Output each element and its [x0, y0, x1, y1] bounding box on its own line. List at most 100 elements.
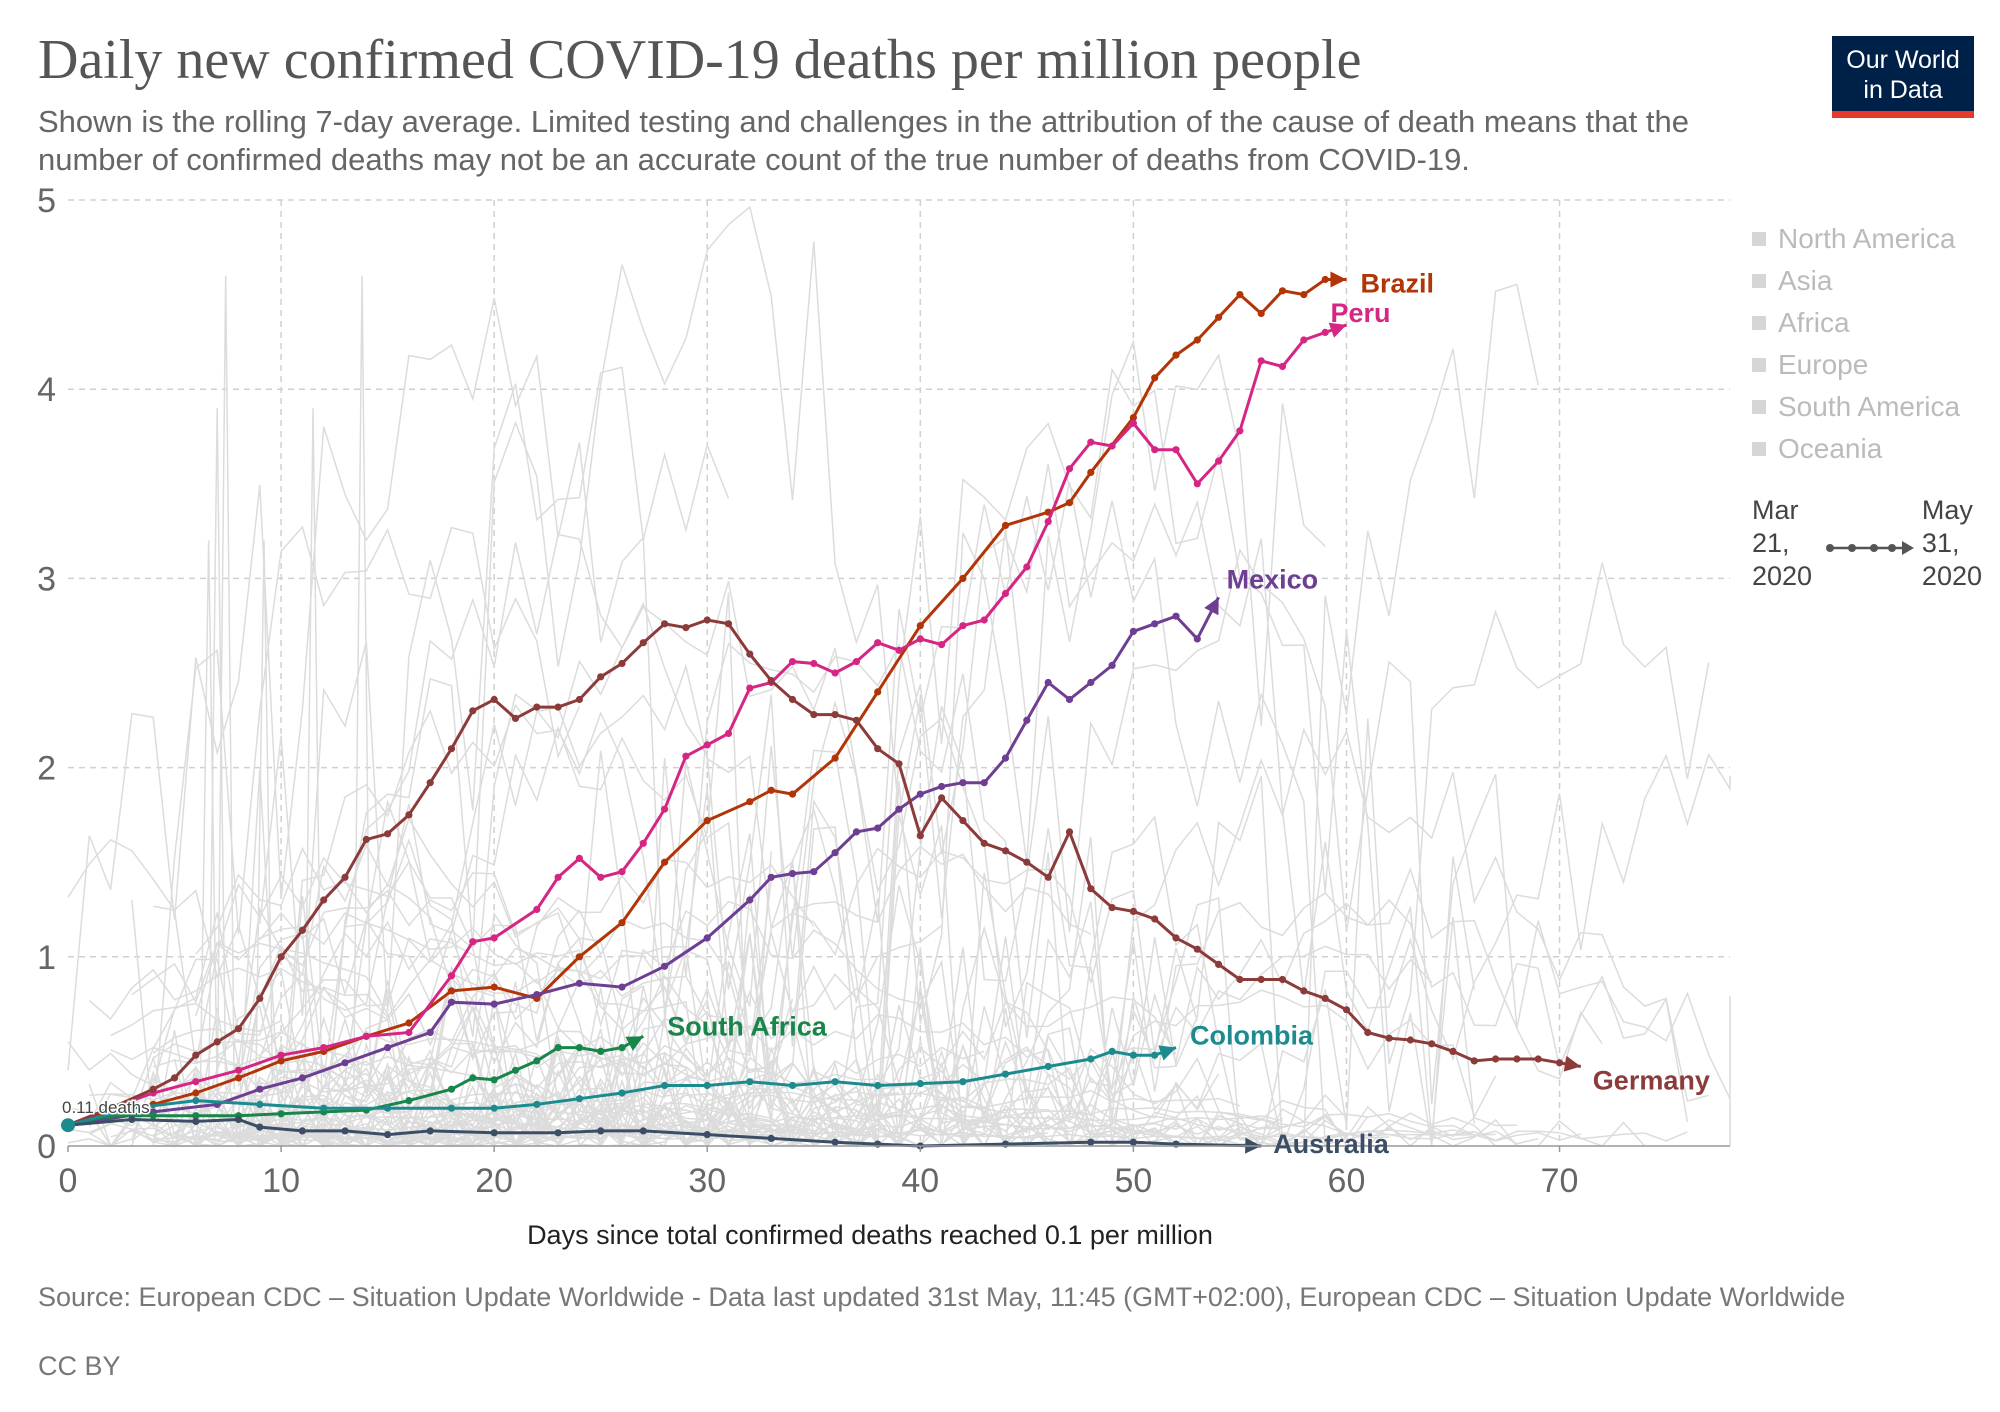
data-point	[341, 1127, 349, 1135]
data-point	[192, 1117, 200, 1125]
data-point	[1065, 828, 1074, 836]
y-tick-label: 5	[37, 182, 56, 220]
data-point	[575, 695, 584, 704]
data-point	[234, 1066, 243, 1074]
data-point	[1449, 1047, 1457, 1055]
data-point	[618, 919, 626, 927]
data-point	[959, 574, 967, 583]
data-point	[597, 1047, 605, 1055]
data-point	[874, 745, 882, 753]
legend-label: North America	[1778, 223, 1956, 254]
data-point	[533, 991, 541, 999]
data-point	[1278, 287, 1287, 295]
data-point	[703, 817, 711, 825]
y-tick-label: 1	[37, 939, 56, 977]
data-point	[405, 1097, 413, 1105]
start-year: 2020	[1752, 561, 1813, 591]
data-point	[1151, 1051, 1159, 1059]
data-point	[682, 752, 690, 760]
data-point	[575, 854, 584, 863]
background-series-line	[259, 968, 794, 1147]
data-point	[384, 1104, 392, 1112]
data-point	[767, 677, 775, 685]
legend-label: South America	[1778, 391, 1961, 422]
data-point	[810, 659, 818, 668]
data-point	[1257, 309, 1265, 318]
highlighted-series	[64, 271, 1582, 1154]
data-point	[128, 1104, 136, 1112]
data-point	[469, 938, 477, 946]
data-point	[1065, 695, 1074, 704]
data-point	[597, 673, 605, 681]
background-series-line	[131, 1023, 793, 1148]
data-point	[767, 873, 775, 881]
legend-swatch	[1752, 274, 1766, 288]
data-point	[575, 1044, 584, 1052]
legend-item[interactable]: Oceania	[1752, 428, 1960, 470]
background-series-line	[303, 408, 323, 1109]
data-point	[277, 1110, 285, 1118]
background-series-line	[88, 580, 1177, 1149]
data-point	[661, 858, 669, 866]
series-colombia	[64, 1045, 1177, 1129]
legend-item[interactable]: Europe	[1752, 344, 1960, 386]
data-point	[1065, 465, 1074, 473]
data-point	[938, 641, 946, 649]
data-point	[874, 639, 882, 647]
background-series-line	[195, 1046, 1539, 1146]
background-series-line	[237, 533, 1135, 1147]
data-point	[767, 786, 775, 794]
data-point	[831, 849, 839, 857]
owid-logo[interactable]: Our World in Data	[1832, 36, 1974, 118]
y-tick-label: 0	[37, 1128, 56, 1166]
background-series-line	[207, 408, 227, 1109]
data-point	[1513, 1055, 1521, 1063]
data-point	[192, 1051, 200, 1059]
data-point	[1215, 960, 1223, 969]
data-point	[149, 1112, 157, 1120]
data-point	[447, 1104, 456, 1112]
data-point	[618, 1044, 626, 1052]
data-point	[1300, 336, 1308, 344]
legend-item[interactable]: Africa	[1752, 302, 1960, 344]
background-series-line	[67, 989, 1497, 1148]
background-series-line	[199, 540, 218, 1109]
start-month: Mar	[1752, 495, 1799, 525]
data-point	[128, 1115, 136, 1124]
data-point	[1129, 414, 1137, 422]
data-point	[618, 1089, 626, 1097]
data-point	[916, 635, 924, 643]
background-series-line	[237, 725, 1092, 1142]
data-point	[874, 688, 882, 696]
legend-item[interactable]: Asia	[1752, 260, 1960, 302]
data-point	[895, 646, 903, 654]
data-point	[618, 983, 626, 991]
data-point	[597, 873, 605, 881]
data-point	[298, 926, 306, 934]
background-series-line	[237, 205, 1028, 1147]
timeline-end-date: May 31, 2020	[1922, 494, 1982, 593]
series-end-arrow	[625, 1036, 644, 1051]
data-point	[447, 998, 456, 1006]
data-point	[852, 658, 861, 666]
legend-item[interactable]: South America	[1752, 386, 1960, 428]
data-point	[298, 1127, 306, 1135]
data-point	[959, 622, 967, 630]
data-point	[1172, 446, 1180, 454]
legend-item[interactable]: North America	[1752, 218, 1960, 260]
region-legend: North America Asia Africa Europe South A…	[1752, 218, 1960, 470]
data-point	[192, 1112, 200, 1120]
series-end-arrow	[1330, 271, 1347, 288]
data-point	[1129, 907, 1137, 916]
series-line	[67, 278, 1347, 1127]
data-point	[298, 1074, 306, 1082]
data-point	[575, 953, 584, 961]
data-point	[1108, 1047, 1116, 1055]
data-point	[1129, 419, 1137, 427]
data-point	[256, 1100, 264, 1108]
y-tick-label: 3	[37, 560, 56, 598]
data-point	[1151, 915, 1159, 923]
license-link[interactable]: CC BY	[38, 1351, 121, 1381]
end-month: May	[1921, 495, 1973, 525]
data-point	[916, 1080, 924, 1088]
